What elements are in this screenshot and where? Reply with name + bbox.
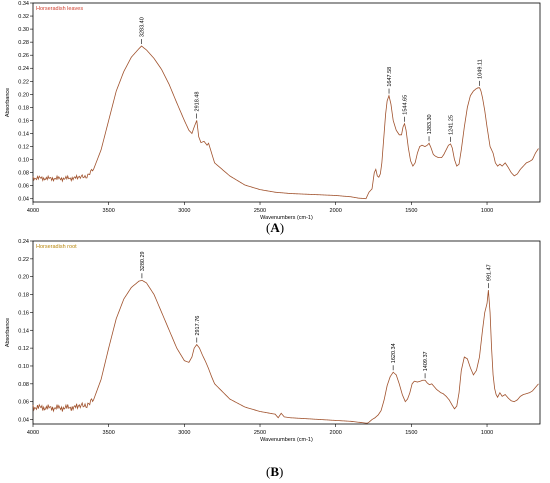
y-tick-label: 0.30 bbox=[18, 27, 29, 33]
y-tick-label: 0.34 bbox=[18, 1, 29, 7]
y-tick-label: 0.22 bbox=[18, 257, 29, 263]
x-tick-label: 1500 bbox=[405, 208, 417, 214]
y-tick-label: 0.24 bbox=[18, 239, 29, 245]
peak-label: 1620.34 bbox=[391, 343, 397, 363]
x-tick-label: 1500 bbox=[405, 430, 417, 436]
y-tick-label: 0.12 bbox=[18, 145, 29, 151]
peak-label: 991.47 bbox=[486, 264, 492, 281]
legend-label: Horseradish leaves bbox=[36, 6, 83, 12]
peak-label: 3280.29 bbox=[140, 251, 146, 271]
x-tick-label: 2000 bbox=[330, 430, 342, 436]
peak-label: 1383.30 bbox=[427, 114, 433, 134]
peak-label: 2917.76 bbox=[195, 316, 201, 336]
x-tick-label: 4000 bbox=[27, 208, 39, 214]
peak-label: 1544.65 bbox=[403, 95, 409, 115]
x-tick-label: 1000 bbox=[481, 430, 493, 436]
chart-panel-b: Horseradish root 0.04 0.06 0.08 0.10 0.12 0.14… bbox=[5, 239, 541, 443]
y-tick-label: 0.20 bbox=[18, 275, 29, 281]
y-tick-label: 0.26 bbox=[18, 53, 29, 59]
y-tick-label: 0.04 bbox=[18, 418, 29, 424]
y-tick-label: 0.18 bbox=[18, 105, 29, 111]
y-tick-label: 0.12 bbox=[18, 346, 29, 352]
peak-label: 1049.11 bbox=[478, 59, 484, 78]
chart-panel-a: Horseradish leaves 0.04 0.06 0.08 0.10 0.12 0.… bbox=[5, 1, 541, 220]
x-axis-label: Wavenumbers (cm-1) bbox=[260, 437, 313, 443]
y-tick-label: 0.06 bbox=[18, 400, 29, 406]
y-tick-label: 0.10 bbox=[18, 364, 29, 370]
y-axis-label: Absorbance bbox=[5, 318, 11, 347]
y-tick-label: 0.08 bbox=[18, 171, 29, 177]
y-tick-label: 0.16 bbox=[18, 310, 29, 316]
legend-label: Horseradish root bbox=[36, 244, 77, 250]
x-tick-label: 3500 bbox=[103, 430, 115, 436]
y-tick-label: 0.32 bbox=[18, 14, 29, 20]
x-tick-label: 3000 bbox=[178, 208, 190, 214]
panel-letter-a: (A) bbox=[266, 220, 285, 235]
peak-label: 1647.58 bbox=[387, 67, 393, 87]
y-tick-label: 0.06 bbox=[18, 184, 29, 190]
x-tick-label: 2500 bbox=[254, 430, 266, 436]
plot-frame bbox=[32, 240, 541, 425]
y-tick-label: 0.14 bbox=[18, 131, 29, 137]
panel-letter-b: (B) bbox=[266, 464, 284, 479]
y-tick-label: 0.10 bbox=[18, 158, 29, 164]
spectrum-line bbox=[32, 45, 539, 200]
y-tick-label: 0.18 bbox=[18, 293, 29, 299]
plot-frame bbox=[32, 2, 541, 203]
peak-label: 2918.48 bbox=[195, 92, 201, 112]
spectrum-line bbox=[32, 279, 539, 424]
y-tick-label: 0.16 bbox=[18, 118, 29, 124]
y-tick-label: 0.28 bbox=[18, 40, 29, 46]
x-tick-label: 3000 bbox=[178, 430, 190, 436]
x-tick-label: 3500 bbox=[103, 208, 115, 214]
y-axis-label: Absorbance bbox=[5, 88, 11, 117]
y-tick-label: 0.08 bbox=[18, 382, 29, 388]
x-tick-label: 4000 bbox=[27, 430, 39, 436]
peak-label: 3283.40 bbox=[139, 17, 145, 37]
x-tick-label: 2000 bbox=[330, 208, 342, 214]
y-tick-label: 0.24 bbox=[18, 66, 29, 72]
y-tick-label: 0.14 bbox=[18, 328, 29, 334]
y-tick-label: 0.20 bbox=[18, 92, 29, 98]
y-tick-label: 0.22 bbox=[18, 79, 29, 85]
x-tick-label: 1000 bbox=[481, 208, 493, 214]
x-tick-label: 2500 bbox=[254, 208, 266, 214]
peak-label: 1409.37 bbox=[423, 351, 429, 371]
peak-label: 1241.25 bbox=[449, 115, 455, 135]
x-axis-label: Wavenumbers (cm-1) bbox=[260, 215, 313, 220]
y-tick-label: 0.04 bbox=[18, 197, 29, 203]
